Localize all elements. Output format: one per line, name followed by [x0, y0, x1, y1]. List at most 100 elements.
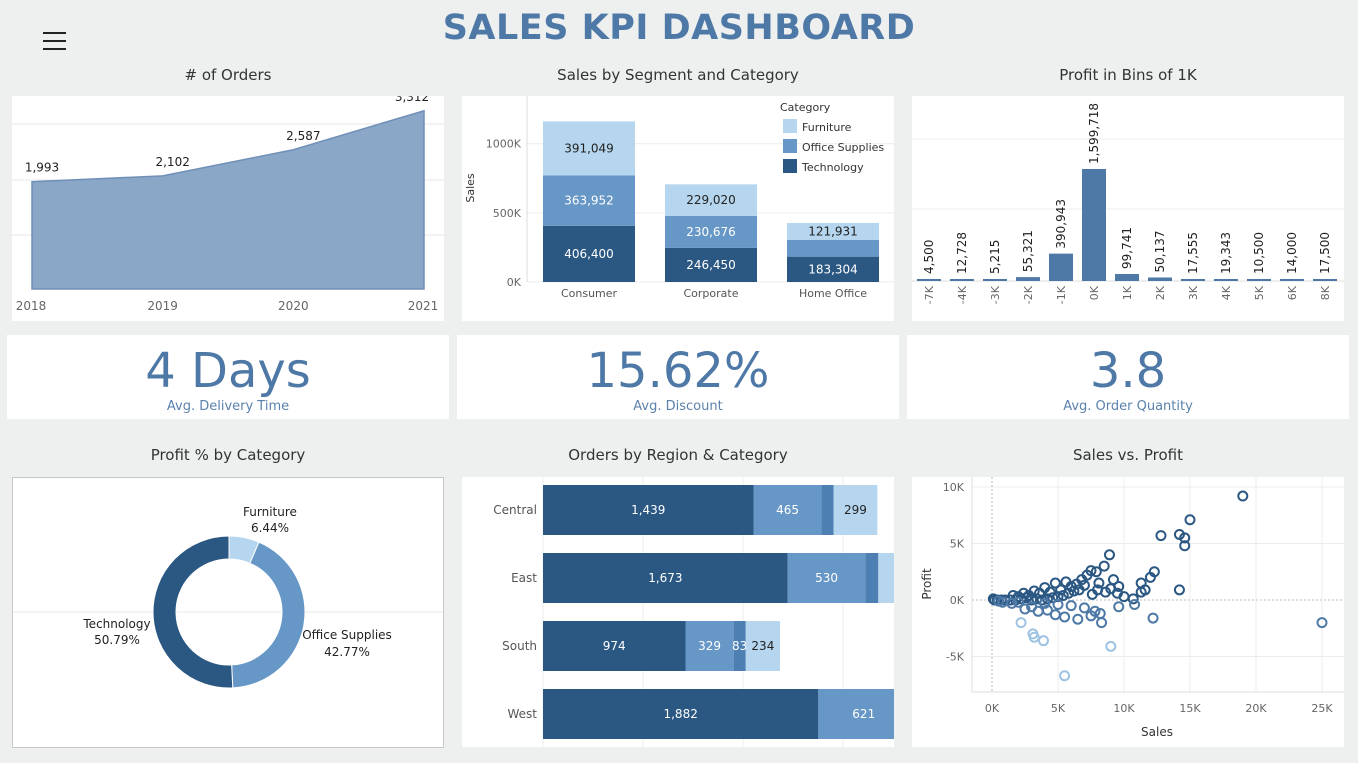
data-label: 14,000 — [1285, 232, 1299, 274]
scatter-point — [1060, 576, 1072, 588]
scatter-point — [1135, 586, 1147, 598]
profit-bins-chart[interactable]: 4,500 -7K 12,728 -4K 5,215 -3K 55,321 -2K 390,94… — [912, 96, 1344, 321]
bar-segment — [543, 121, 635, 176]
bar-segment — [543, 689, 819, 739]
data-label: 55,321 — [1021, 230, 1035, 272]
segment-chart-title: Sales by Segment and Category — [557, 66, 799, 84]
scatter-point — [1129, 599, 1141, 611]
orders-area-chart[interactable]: 1,993 2018 2,102 2019 2,587 2020 3,312 2021 — [12, 90, 444, 321]
scatter-point — [1019, 603, 1031, 615]
scatter-point — [1086, 588, 1098, 600]
bar-segment — [733, 621, 746, 671]
y-tick-label: 1000K — [486, 138, 522, 151]
scatter-point — [1173, 584, 1185, 596]
region-bar-chart[interactable]: 1,439465299Central1,673530490East9743298… — [462, 477, 998, 747]
x-tick-label: 20K — [1245, 702, 1267, 715]
data-label: 530 — [815, 571, 838, 585]
y-tick-label: West — [507, 707, 537, 721]
profit-pct-title: Profit % by Category — [150, 446, 306, 464]
x-tick-label: 2020 — [278, 299, 309, 313]
data-label: 234 — [751, 639, 774, 653]
scatter-chart-panel: 10K 5K 0K -5K 0K 5K 10K 15K 20K 25K Sales Profit — [912, 477, 1344, 747]
scatter-point — [1070, 578, 1082, 590]
y-axis-label: Profit — [920, 568, 934, 600]
y-tick-label: 0K — [950, 594, 965, 607]
data-label: 3,312 — [395, 96, 429, 104]
bin-bar — [950, 279, 974, 281]
scatter-point — [1144, 571, 1156, 583]
bar-segment — [745, 621, 781, 671]
scatter-point — [1072, 613, 1084, 625]
legend-title: Category — [780, 101, 831, 114]
scatter-point — [1107, 574, 1119, 586]
x-tick-label: 5K — [1253, 285, 1266, 300]
bar-segment — [543, 225, 635, 282]
scatter-point — [1184, 514, 1196, 526]
x-tick-label: 25K — [1311, 702, 1333, 715]
bin-bar — [1214, 279, 1238, 281]
scatter-point — [1105, 640, 1117, 652]
bar-segment — [543, 175, 635, 226]
bar-segment — [787, 256, 879, 282]
slice-name-label: Furniture — [243, 505, 297, 519]
x-tick-label: 2K — [1154, 285, 1167, 300]
donut-slice — [152, 535, 234, 689]
scatter-point — [1179, 532, 1191, 544]
bin-bar — [1115, 274, 1139, 281]
scatter-point — [1147, 612, 1159, 624]
kpi-label: Avg. Order Quantity — [1063, 399, 1193, 414]
profit-bins-panel: 4,500 -7K 12,728 -4K 5,215 -3K 55,321 -2K 390,94… — [912, 96, 1344, 321]
sales-profit-scatter[interactable]: 10K 5K 0K -5K 0K 5K 10K 15K 20K 25K Sales Profit — [912, 477, 1344, 747]
legend-swatch — [783, 139, 797, 153]
scatter-point — [1078, 602, 1090, 614]
x-tick-label: 2018 — [16, 299, 47, 313]
data-label: 2,587 — [286, 129, 320, 143]
profit-donut-chart[interactable]: Furniture 6.44% Office Supplies 42.77% Techn… — [13, 478, 443, 747]
x-tick-label: -3K — [989, 285, 1002, 304]
kpi-label: Avg. Discount — [633, 399, 723, 414]
bar-segment — [685, 621, 734, 671]
data-label: 19,343 — [1219, 232, 1233, 274]
scatter-point — [1039, 582, 1051, 594]
data-label: 17,555 — [1186, 232, 1200, 274]
orders-chart-title: # of Orders — [184, 66, 272, 84]
scatter-chart-title: Sales vs. Profit — [1072, 446, 1184, 464]
data-label: 1,439 — [631, 503, 665, 517]
data-label: 1,993 — [25, 161, 59, 175]
scatter-point — [1028, 585, 1040, 597]
x-tick-label: -1K — [1055, 285, 1068, 304]
bar-segment — [543, 621, 686, 671]
menu-icon[interactable] — [43, 32, 66, 52]
data-label: 391,049 — [564, 141, 614, 155]
scatter-point — [1081, 569, 1093, 581]
x-tick-label: 1K — [1121, 285, 1134, 300]
kpi-value: 4 Days — [145, 343, 311, 399]
bar-segment — [878, 553, 951, 603]
kpi-label: Avg. Delivery Time — [166, 399, 290, 414]
scatter-point — [1316, 617, 1328, 629]
legend-label: Office Supplies — [802, 141, 884, 154]
bin-bar — [1016, 277, 1040, 281]
x-tick-label: 0K — [985, 702, 1000, 715]
bar-segment — [543, 553, 788, 603]
data-label: 621 — [852, 707, 875, 721]
x-tick-label: -2K — [1022, 285, 1035, 304]
scatter-point — [1057, 589, 1069, 601]
data-label: 5,215 — [988, 240, 1002, 274]
data-label: 1,673 — [648, 571, 682, 585]
region-chart-panel: 1,439465299Central1,673530490East9743298… — [462, 477, 998, 747]
data-label: 299 — [844, 503, 867, 517]
bar-segment — [865, 553, 879, 603]
bin-bar — [983, 279, 1007, 281]
x-tick-label: 3K — [1187, 285, 1200, 300]
scatter-point — [1179, 540, 1191, 552]
orders-chart-panel: 1,993 2018 2,102 2019 2,587 2020 3,312 2021 — [12, 90, 444, 321]
scatter-point — [1155, 530, 1167, 542]
data-label: 229,020 — [686, 193, 736, 207]
scatter-point — [1055, 584, 1067, 596]
segment-bar-chart[interactable]: 0K 500K 1000K Sales 406,400 363,952 391,049 Con… — [462, 96, 894, 321]
legend-swatch — [783, 159, 797, 173]
data-label: 974 — [603, 639, 626, 653]
y-tick-label: Central — [493, 503, 537, 517]
data-label: 4,500 — [922, 240, 936, 274]
